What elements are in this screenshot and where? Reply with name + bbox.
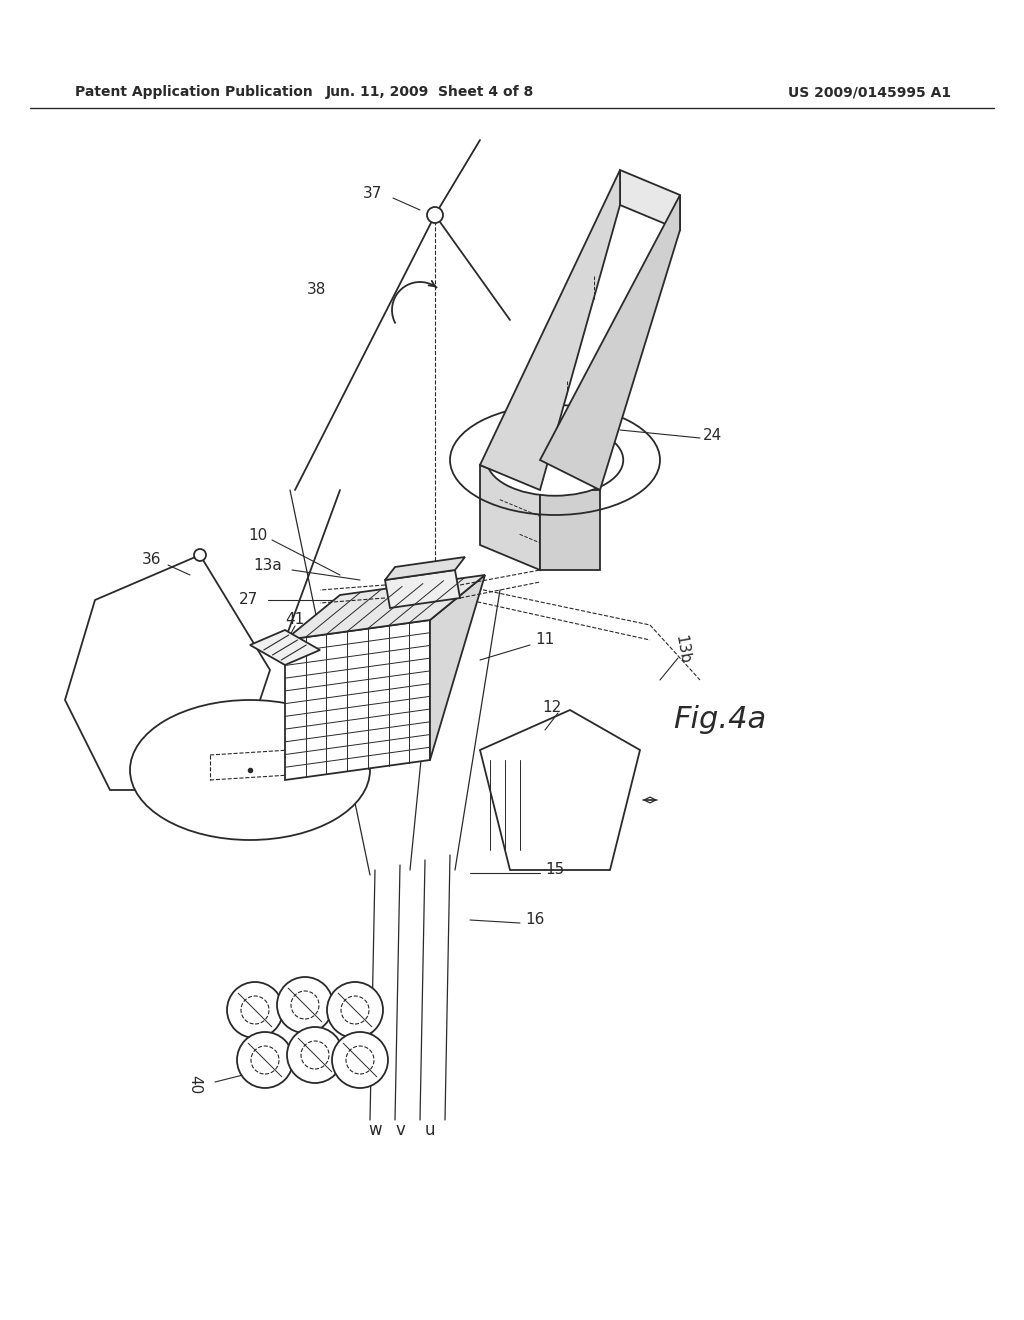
Circle shape bbox=[278, 977, 333, 1034]
Text: 36: 36 bbox=[142, 553, 162, 568]
Polygon shape bbox=[430, 576, 485, 760]
Polygon shape bbox=[620, 170, 680, 230]
Text: 10: 10 bbox=[249, 528, 267, 543]
Polygon shape bbox=[385, 570, 460, 609]
Circle shape bbox=[301, 1041, 329, 1069]
Text: 13a: 13a bbox=[254, 557, 283, 573]
Text: v: v bbox=[395, 1121, 404, 1139]
Text: Jun. 11, 2009  Sheet 4 of 8: Jun. 11, 2009 Sheet 4 of 8 bbox=[326, 84, 535, 99]
Text: u: u bbox=[425, 1121, 435, 1139]
Ellipse shape bbox=[130, 700, 370, 840]
Polygon shape bbox=[285, 620, 430, 780]
Circle shape bbox=[241, 997, 269, 1024]
Text: 13b: 13b bbox=[672, 635, 692, 665]
Circle shape bbox=[194, 549, 206, 561]
Polygon shape bbox=[540, 490, 600, 570]
Polygon shape bbox=[480, 170, 620, 490]
Circle shape bbox=[327, 982, 383, 1038]
Text: 38: 38 bbox=[306, 282, 326, 297]
Text: 41: 41 bbox=[286, 612, 304, 627]
Circle shape bbox=[291, 991, 319, 1019]
Polygon shape bbox=[65, 554, 270, 789]
Text: 27: 27 bbox=[239, 593, 258, 607]
Circle shape bbox=[237, 1032, 293, 1088]
Circle shape bbox=[332, 1032, 388, 1088]
Text: Patent Application Publication: Patent Application Publication bbox=[75, 84, 312, 99]
Text: 35: 35 bbox=[151, 752, 170, 767]
Circle shape bbox=[251, 1045, 279, 1074]
Text: 24: 24 bbox=[703, 428, 723, 442]
Polygon shape bbox=[250, 630, 319, 665]
Circle shape bbox=[427, 207, 443, 223]
Text: w: w bbox=[369, 1121, 382, 1139]
Text: US 2009/0145995 A1: US 2009/0145995 A1 bbox=[788, 84, 951, 99]
Text: Fig.4a: Fig.4a bbox=[674, 705, 767, 734]
Polygon shape bbox=[540, 195, 680, 490]
Polygon shape bbox=[480, 465, 540, 570]
Text: 11: 11 bbox=[536, 632, 555, 648]
Circle shape bbox=[287, 1027, 343, 1082]
Circle shape bbox=[227, 982, 283, 1038]
Text: 12: 12 bbox=[543, 701, 561, 715]
Polygon shape bbox=[285, 576, 485, 640]
Circle shape bbox=[346, 1045, 374, 1074]
Ellipse shape bbox=[486, 424, 624, 496]
Text: 16: 16 bbox=[525, 912, 545, 928]
Text: 37: 37 bbox=[362, 186, 382, 201]
Polygon shape bbox=[480, 710, 640, 870]
Text: 15: 15 bbox=[546, 862, 564, 878]
Text: 40: 40 bbox=[187, 1076, 203, 1094]
Circle shape bbox=[341, 997, 369, 1024]
Polygon shape bbox=[385, 557, 465, 579]
